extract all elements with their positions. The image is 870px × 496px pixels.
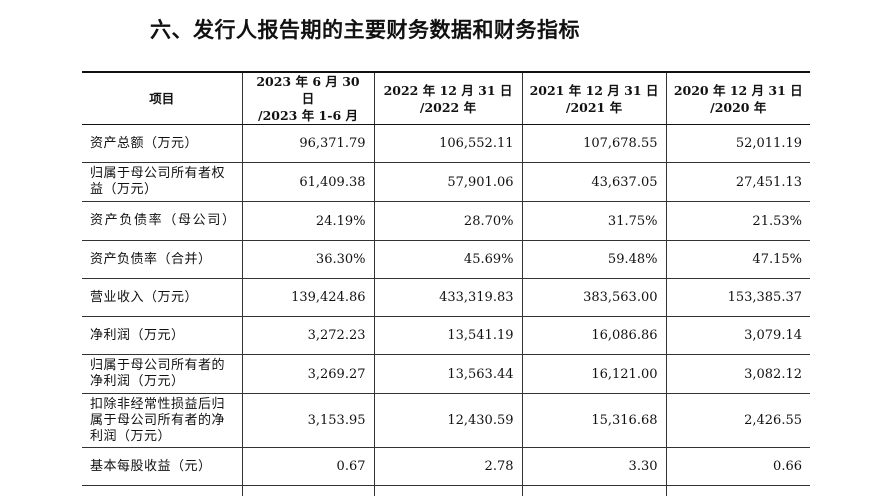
cell-value: 16,086.86 [521, 316, 666, 355]
cell-value: 52,011.19 [665, 124, 810, 163]
header-2020: 2020 年 12 月 31 日/2020 年 [665, 71, 810, 125]
table-row: 归属于母公司所有者的净利润（万元） 3,269.27 13,563.44 16,… [82, 354, 810, 394]
row-label: 扣除非经常性损益后归属于母公司所有者的净利润（万元） [82, 393, 242, 448]
cell-value: 3,082.12 [665, 354, 810, 394]
cell-value: 59.48% [521, 240, 666, 279]
cell-value: 61,409.38 [241, 162, 374, 202]
cell-value: 3,153.95 [241, 393, 374, 448]
cell-value: 13,563.44 [373, 354, 522, 394]
table-row: 归属于母公司所有者权益（万元） 61,409.38 57,901.06 43,6… [82, 162, 810, 202]
row-label: 资产总额（万元） [82, 124, 242, 163]
cell-value: 45.69% [373, 240, 522, 279]
cell-value: 139,424.86 [241, 278, 374, 317]
cell-value: 96,371.79 [241, 124, 374, 163]
header-item: 项目 [82, 71, 242, 125]
cell-value: 2.78 [373, 447, 522, 486]
table-row: 营业收入（万元） 139,424.86 433,319.83 383,563.0… [82, 278, 810, 317]
row-label: 资产负债率（合并） [82, 240, 242, 279]
cell-value: 15,316.68 [521, 393, 666, 448]
cell-value: 3,079.14 [665, 316, 810, 355]
cell-value: 47.15% [665, 240, 810, 279]
cell-value: 3,269.27 [241, 354, 374, 394]
row-label: 资产负债率（母公司） [82, 201, 242, 241]
row-label: 营业收入（万元） [82, 278, 242, 317]
cell-value: 31.75% [521, 201, 666, 241]
cell-value: 3,272.23 [241, 316, 374, 355]
cell-value: 433,319.83 [373, 278, 522, 317]
financial-data-table: 项目 2023 年 6 月 30 日/2023 年 1-6 月 2022 年 1… [82, 71, 810, 496]
cell-value: 383,563.00 [521, 278, 666, 317]
cell-value: 107,678.55 [521, 124, 666, 163]
cell-value: 21.53% [665, 201, 810, 241]
cell-value: 12,430.59 [373, 393, 522, 448]
cell-value: 0.67 [241, 447, 374, 486]
table-header-row: 项目 2023 年 6 月 30 日/2023 年 1-6 月 2022 年 1… [82, 71, 810, 125]
table-row: 资产总额（万元） 96,371.79 106,552.11 107,678.55… [82, 124, 810, 163]
header-2022: 2022 年 12 月 31 日/2022 年 [373, 71, 522, 125]
cell-value: 13,541.19 [373, 316, 522, 355]
table-row: 净利润（万元） 3,272.23 13,541.19 16,086.86 3,0… [82, 316, 810, 355]
cell-value: 27,451.13 [665, 162, 810, 202]
table-row: 扣除非经常性损益后归属于母公司所有者的净利润（万元） 3,153.95 12,4… [82, 393, 810, 448]
table-row: 基本每股收益（元） 0.67 2.78 3.30 0.66 [82, 447, 810, 486]
cell-value: 43,637.05 [521, 162, 666, 202]
cell-value: 3.30 [521, 447, 666, 486]
cell-value: 0.66 [665, 447, 810, 486]
cell-value: 28.70% [373, 201, 522, 241]
cell-value: 24.19% [241, 201, 374, 241]
cell-value: 57,901.06 [373, 162, 522, 202]
cell-value: 16,121.00 [521, 354, 666, 394]
cell-value: 2,426.55 [665, 393, 810, 448]
row-label: 基本每股收益（元） [82, 447, 242, 486]
row-label: 归属于母公司所有者权益（万元） [82, 162, 242, 202]
header-2023h1: 2023 年 6 月 30 日/2023 年 1-6 月 [241, 71, 374, 125]
row-label: 净利润（万元） [82, 316, 242, 355]
table-row: 资产负债率（母公司） 24.19% 28.70% 31.75% 21.53% [82, 201, 810, 241]
section-title: 六、发行人报告期的主要财务数据和财务指标 [150, 18, 580, 42]
cell-value: 106,552.11 [373, 124, 522, 163]
header-2021: 2021 年 12 月 31 日/2021 年 [521, 71, 666, 125]
cell-value: 153,385.37 [665, 278, 810, 317]
cell-value: 36.30% [241, 240, 374, 279]
table-row-continued [82, 485, 810, 496]
table-row: 资产负债率（合并） 36.30% 45.69% 59.48% 47.15% [82, 240, 810, 279]
row-label: 归属于母公司所有者的净利润（万元） [82, 354, 242, 394]
